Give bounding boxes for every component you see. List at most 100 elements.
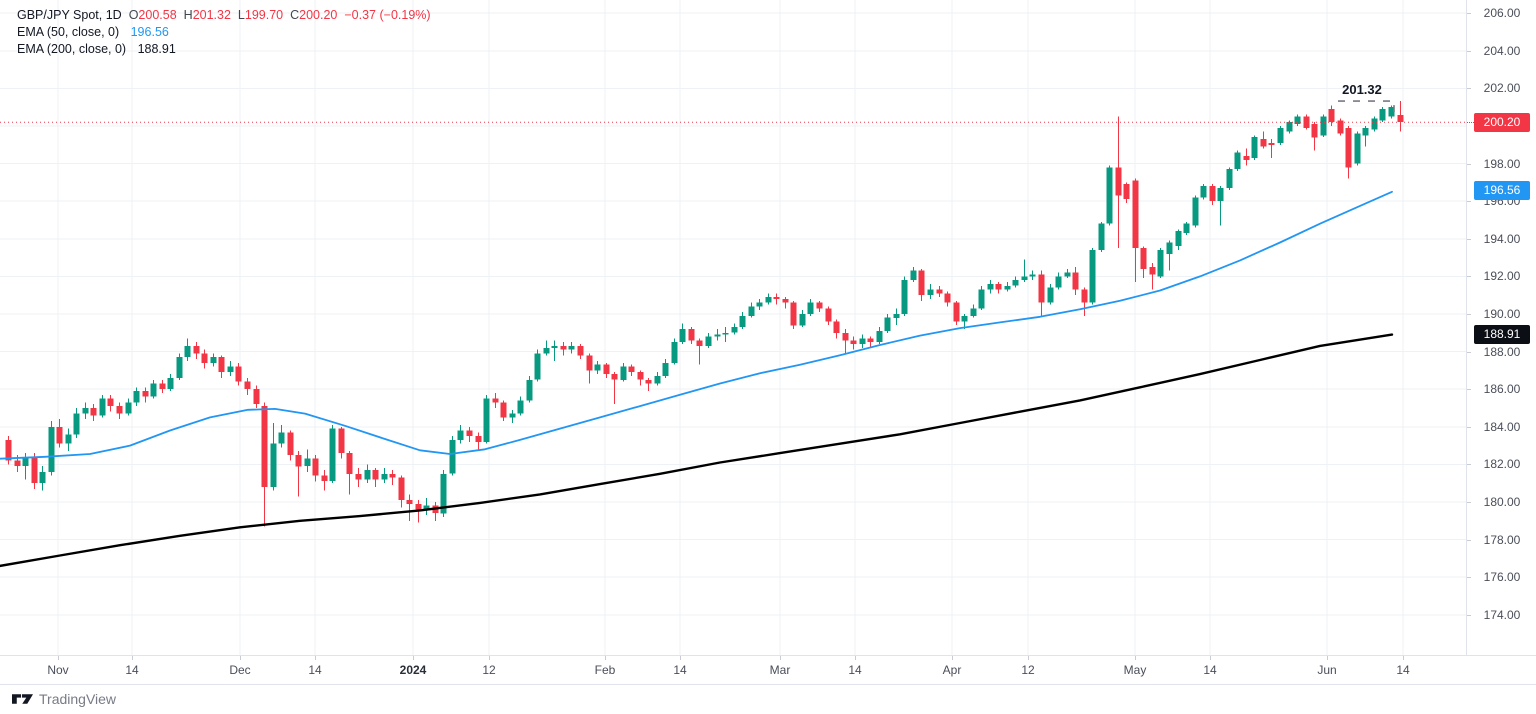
time-tick <box>1403 656 1404 660</box>
time-axis-label: Dec <box>229 663 251 677</box>
last-price-badge: 200.20 <box>1474 112 1530 132</box>
price-tick <box>1467 577 1471 579</box>
time-axis-label: May <box>1123 663 1147 677</box>
time-tick <box>1135 656 1136 660</box>
tradingview-logo-link[interactable]: TradingView <box>12 691 116 707</box>
time-axis-label: Apr <box>942 663 962 677</box>
ohlc-value: 199.70 <box>244 8 284 22</box>
ohlc-key: L <box>237 8 245 22</box>
price-axis-label: 176.00 <box>1483 570 1521 585</box>
time-tick <box>605 656 606 660</box>
ema200-label: EMA (200, close, 0) <box>17 42 127 56</box>
time-tick <box>132 656 133 660</box>
price-change: −0.37 (−0.19%) <box>344 8 431 22</box>
chart-legend: GBP/JPY Spot, 1D O200.58 H201.32 L199.70 C20… <box>17 7 431 58</box>
time-tick <box>1028 656 1029 660</box>
time-axis-label: 14 <box>308 663 322 677</box>
price-tick <box>1467 614 1471 616</box>
price-axis-label: 188.00 <box>1483 344 1521 359</box>
price-tick <box>1467 238 1471 240</box>
ema50-label: EMA (50, close, 0) <box>17 25 120 39</box>
time-tick <box>489 656 490 660</box>
price-axis-label: 206.00 <box>1483 6 1521 21</box>
price-tick <box>1467 502 1471 503</box>
ema200-line[interactable] <box>0 333 1394 568</box>
time-tick <box>952 656 953 660</box>
ohlc-key: O <box>128 8 139 22</box>
legend-ema50-row[interactable]: EMA (50, close, 0) 196.56 <box>17 24 431 41</box>
price-tick <box>1467 351 1471 353</box>
price-axis-label: 186.00 <box>1483 382 1521 397</box>
price-tick <box>1467 389 1471 391</box>
time-axis-label: Mar <box>769 663 791 677</box>
time-tick <box>780 656 781 660</box>
current-price-dotted-stub <box>1467 122 1474 124</box>
time-axis-label: Jun <box>1317 663 1337 677</box>
legend-symbol-row[interactable]: GBP/JPY Spot, 1D O200.58 H201.32 L199.70 C20… <box>17 7 431 24</box>
time-axis-label: 14 <box>1396 663 1410 677</box>
time-axis-label: 2024 <box>399 663 427 677</box>
price-axis-label: 178.00 <box>1483 532 1521 547</box>
time-axis-label: Nov <box>47 663 69 677</box>
price-chart-canvas[interactable]: 201.32 <box>0 0 1466 655</box>
chart-plot-area: 201.32 GBP/JPY Spot, 1D O200.58 H201.32 L19… <box>0 0 1466 655</box>
price-axis-label: 184.00 <box>1483 419 1521 434</box>
price-tick <box>1467 426 1471 428</box>
price-axis-label: 174.00 <box>1483 607 1521 622</box>
price-axis-label: 202.00 <box>1483 81 1521 96</box>
legend-ema200-row[interactable]: EMA (200, close, 0) 188.91 <box>17 41 431 58</box>
time-tick <box>855 656 856 660</box>
price-axis-label: 182.00 <box>1483 457 1521 472</box>
grid-lines <box>0 0 1466 655</box>
ohlc-key: C <box>290 8 300 22</box>
time-axis-label: 14 <box>1203 663 1217 677</box>
price-tick <box>1467 276 1471 278</box>
price-axis-label: 204.00 <box>1483 43 1521 58</box>
time-axis-label: Feb <box>594 663 616 677</box>
high-annotation: 201.32 <box>1338 82 1395 116</box>
time-axis-label: 12 <box>1021 663 1035 677</box>
time-tick <box>58 656 59 660</box>
ohlc-value: 200.58 <box>138 8 177 22</box>
ohlc-value: 200.20 <box>299 8 338 22</box>
symbol-title: GBP/JPY Spot, 1D <box>17 8 122 22</box>
price-axis[interactable]: 206.00 204.00 202.00 198.00 196.00 194.00 192.… <box>1466 0 1536 684</box>
ohlc-values: O200.58 H201.32 L199.70 C200.20 <box>122 8 338 22</box>
ohlc-value: 201.32 <box>192 8 231 22</box>
price-tick <box>1467 539 1471 541</box>
price-tick <box>1467 163 1471 165</box>
time-axis-label: 14 <box>673 663 687 677</box>
price-axis-label: 194.00 <box>1483 231 1521 246</box>
candles <box>5 101 1404 527</box>
time-tick <box>315 656 316 660</box>
time-axis-label: 12 <box>482 663 496 677</box>
tradingview-wordmark: TradingView <box>39 691 117 707</box>
price-axis-label: 192.00 <box>1483 269 1521 284</box>
price-tick <box>1467 13 1471 15</box>
time-axis-label: 14 <box>125 663 139 677</box>
time-tick <box>240 656 241 660</box>
ema50-price-badge: 196.56 <box>1474 181 1530 201</box>
price-tick <box>1467 50 1471 52</box>
time-axis-label: 14 <box>848 663 862 677</box>
price-axis-label: 198.00 <box>1483 156 1521 171</box>
tradingview-icon <box>12 694 33 704</box>
ema200-value: 188.91 <box>137 42 176 56</box>
price-axis-label: 190.00 <box>1483 307 1521 321</box>
high-annotation-label: 201.32 <box>1342 82 1382 97</box>
time-axis[interactable]: Nov 14 Dec 14 2024 12 Feb 14 Mar 14 Apr 12 May 14 Jun 1… <box>0 655 1536 685</box>
ohlc-key: H <box>183 8 193 22</box>
attribution-bar: TradingView <box>0 684 1536 714</box>
price-tick <box>1467 464 1471 466</box>
time-tick <box>1327 656 1328 660</box>
price-axis-label: 180.00 <box>1483 495 1521 509</box>
price-tick <box>1467 88 1471 90</box>
time-tick <box>413 656 414 660</box>
ema200-price-badge: 188.91 <box>1474 325 1530 344</box>
ema50-line[interactable] <box>0 190 1393 460</box>
ema50-value: 196.56 <box>130 25 169 39</box>
time-tick <box>680 656 681 660</box>
time-tick <box>1210 656 1211 660</box>
price-tick <box>1467 201 1471 203</box>
